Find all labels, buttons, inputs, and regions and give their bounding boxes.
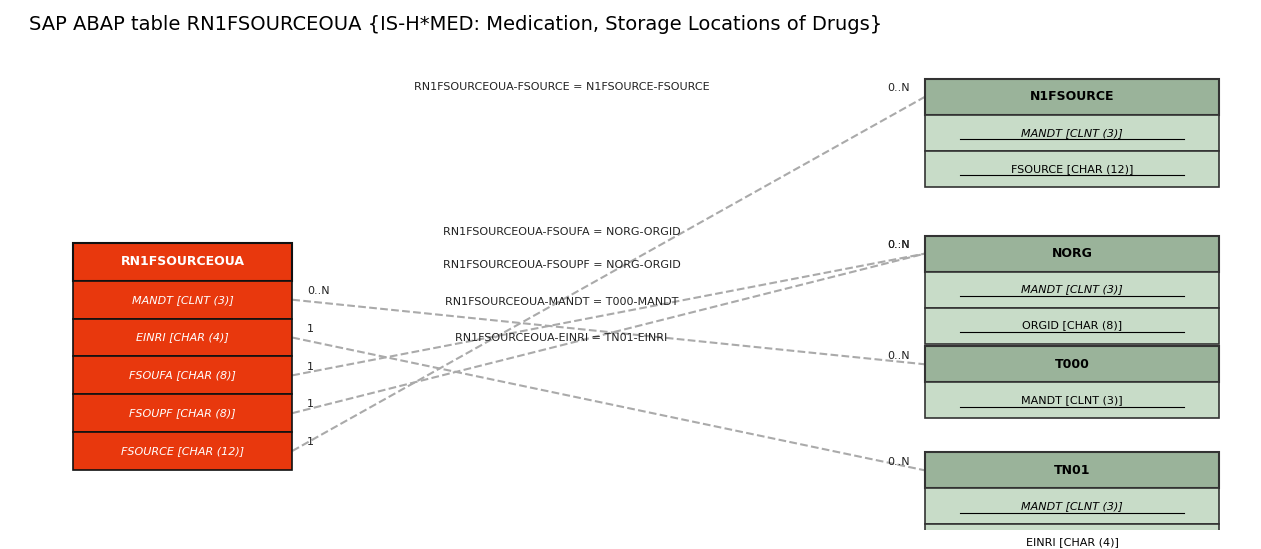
FancyBboxPatch shape [924, 115, 1219, 151]
Text: SAP ABAP table RN1FSOURCEOUA {IS-H*MED: Medication, Storage Locations of Drugs}: SAP ABAP table RN1FSOURCEOUA {IS-H*MED: … [29, 15, 883, 33]
FancyBboxPatch shape [924, 488, 1219, 524]
Text: T000: T000 [1054, 358, 1090, 371]
FancyBboxPatch shape [924, 452, 1219, 488]
Text: ORGID [CHAR (8)]: ORGID [CHAR (8)] [1021, 321, 1122, 330]
Text: 0.:N: 0.:N [888, 240, 910, 250]
Text: RN1FSOURCEOUA: RN1FSOURCEOUA [121, 255, 245, 268]
Text: RN1FSOURCEOUA-FSOUFA = NORG-ORGID: RN1FSOURCEOUA-FSOUFA = NORG-ORGID [443, 227, 681, 237]
Text: NORG: NORG [1052, 247, 1092, 260]
Text: 0..N: 0..N [888, 351, 910, 361]
Text: EINRI [CHAR (4)]: EINRI [CHAR (4)] [1025, 537, 1119, 547]
FancyBboxPatch shape [73, 394, 293, 432]
Text: 1: 1 [308, 324, 314, 334]
FancyBboxPatch shape [73, 281, 293, 318]
Text: N1FSOURCE: N1FSOURCE [1030, 91, 1115, 103]
FancyBboxPatch shape [924, 346, 1219, 382]
Text: FSOURCE [CHAR (12)]: FSOURCE [CHAR (12)] [121, 446, 245, 456]
FancyBboxPatch shape [924, 236, 1219, 272]
FancyBboxPatch shape [73, 432, 293, 470]
Text: RN1FSOURCEOUA-FSOURCE = N1FSOURCE-FSOURCE: RN1FSOURCEOUA-FSOURCE = N1FSOURCE-FSOURC… [414, 82, 710, 92]
Text: 1: 1 [308, 362, 314, 372]
Text: MANDT [CLNT (3)]: MANDT [CLNT (3)] [1021, 395, 1122, 405]
Text: RN1FSOURCEOUA-EINRI = TN01-EINRI: RN1FSOURCEOUA-EINRI = TN01-EINRI [455, 333, 668, 344]
FancyBboxPatch shape [924, 524, 1219, 549]
Text: EINRI [CHAR (4)]: EINRI [CHAR (4)] [136, 333, 230, 343]
FancyBboxPatch shape [924, 151, 1219, 187]
FancyBboxPatch shape [73, 243, 293, 281]
Text: 0..N: 0..N [888, 457, 910, 467]
Text: MANDT [CLNT (3)]: MANDT [CLNT (3)] [1021, 128, 1124, 138]
Text: FSOURCE [CHAR (12)]: FSOURCE [CHAR (12)] [1011, 164, 1134, 174]
FancyBboxPatch shape [924, 79, 1219, 115]
Text: FSOUPF [CHAR (8)]: FSOUPF [CHAR (8)] [130, 408, 236, 418]
Text: RN1FSOURCEOUA-FSOUPF = NORG-ORGID: RN1FSOURCEOUA-FSOUPF = NORG-ORGID [443, 260, 681, 270]
FancyBboxPatch shape [924, 382, 1219, 418]
Text: RN1FSOURCEOUA-MANDT = T000-MANDT: RN1FSOURCEOUA-MANDT = T000-MANDT [445, 296, 678, 306]
FancyBboxPatch shape [924, 272, 1219, 307]
Text: MANDT [CLNT (3)]: MANDT [CLNT (3)] [132, 295, 233, 305]
Text: 0..N: 0..N [308, 286, 330, 296]
Text: MANDT [CLNT (3)]: MANDT [CLNT (3)] [1021, 501, 1124, 511]
FancyBboxPatch shape [924, 307, 1219, 344]
FancyBboxPatch shape [73, 318, 293, 356]
Text: 1: 1 [308, 438, 314, 447]
Text: 1: 1 [308, 400, 314, 410]
Text: TN01: TN01 [1054, 464, 1091, 477]
Text: MANDT [CLNT (3)]: MANDT [CLNT (3)] [1021, 284, 1124, 295]
Text: FSOUFA [CHAR (8)]: FSOUFA [CHAR (8)] [129, 371, 236, 380]
Text: 0..N: 0..N [888, 240, 910, 250]
Text: 0..N: 0..N [888, 83, 910, 93]
FancyBboxPatch shape [73, 356, 293, 394]
